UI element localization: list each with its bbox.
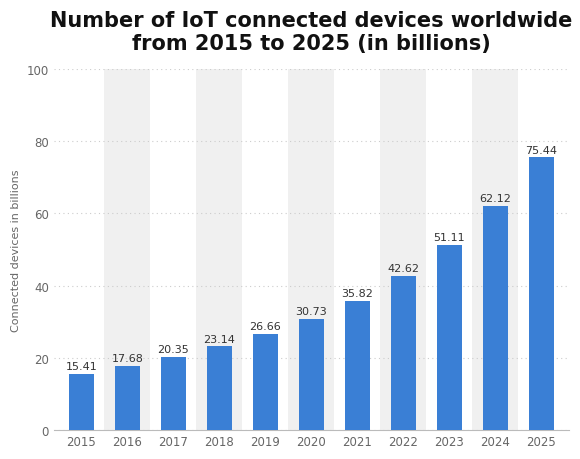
Title: Number of IoT connected devices worldwide
from 2015 to 2025 (in billions): Number of IoT connected devices worldwid…	[50, 11, 572, 54]
Text: 17.68: 17.68	[111, 353, 143, 364]
Text: 26.66: 26.66	[249, 321, 281, 331]
Bar	[345, 301, 370, 430]
Bar	[299, 319, 324, 430]
Text: 42.62: 42.62	[387, 263, 419, 274]
Bar	[528, 158, 554, 430]
Text: 23.14: 23.14	[204, 334, 235, 344]
Bar	[206, 347, 232, 430]
Bar	[391, 276, 416, 430]
Bar	[380, 70, 426, 430]
Text: 62.12: 62.12	[479, 193, 511, 203]
Y-axis label: Connected devices in billions: Connected devices in billions	[11, 169, 21, 331]
Text: 30.73: 30.73	[295, 307, 327, 316]
Text: 75.44: 75.44	[525, 146, 557, 155]
Bar	[253, 334, 278, 430]
Bar	[437, 246, 462, 430]
Bar	[288, 70, 334, 430]
Bar	[197, 70, 242, 430]
Bar	[161, 357, 186, 430]
Bar	[104, 70, 150, 430]
Text: 51.11: 51.11	[433, 233, 465, 243]
Bar	[115, 366, 140, 430]
Text: 15.41: 15.41	[66, 362, 97, 372]
Bar	[472, 70, 519, 430]
Bar	[68, 375, 94, 430]
Bar	[483, 206, 508, 430]
Text: 20.35: 20.35	[158, 344, 189, 354]
Text: 35.82: 35.82	[342, 288, 374, 298]
